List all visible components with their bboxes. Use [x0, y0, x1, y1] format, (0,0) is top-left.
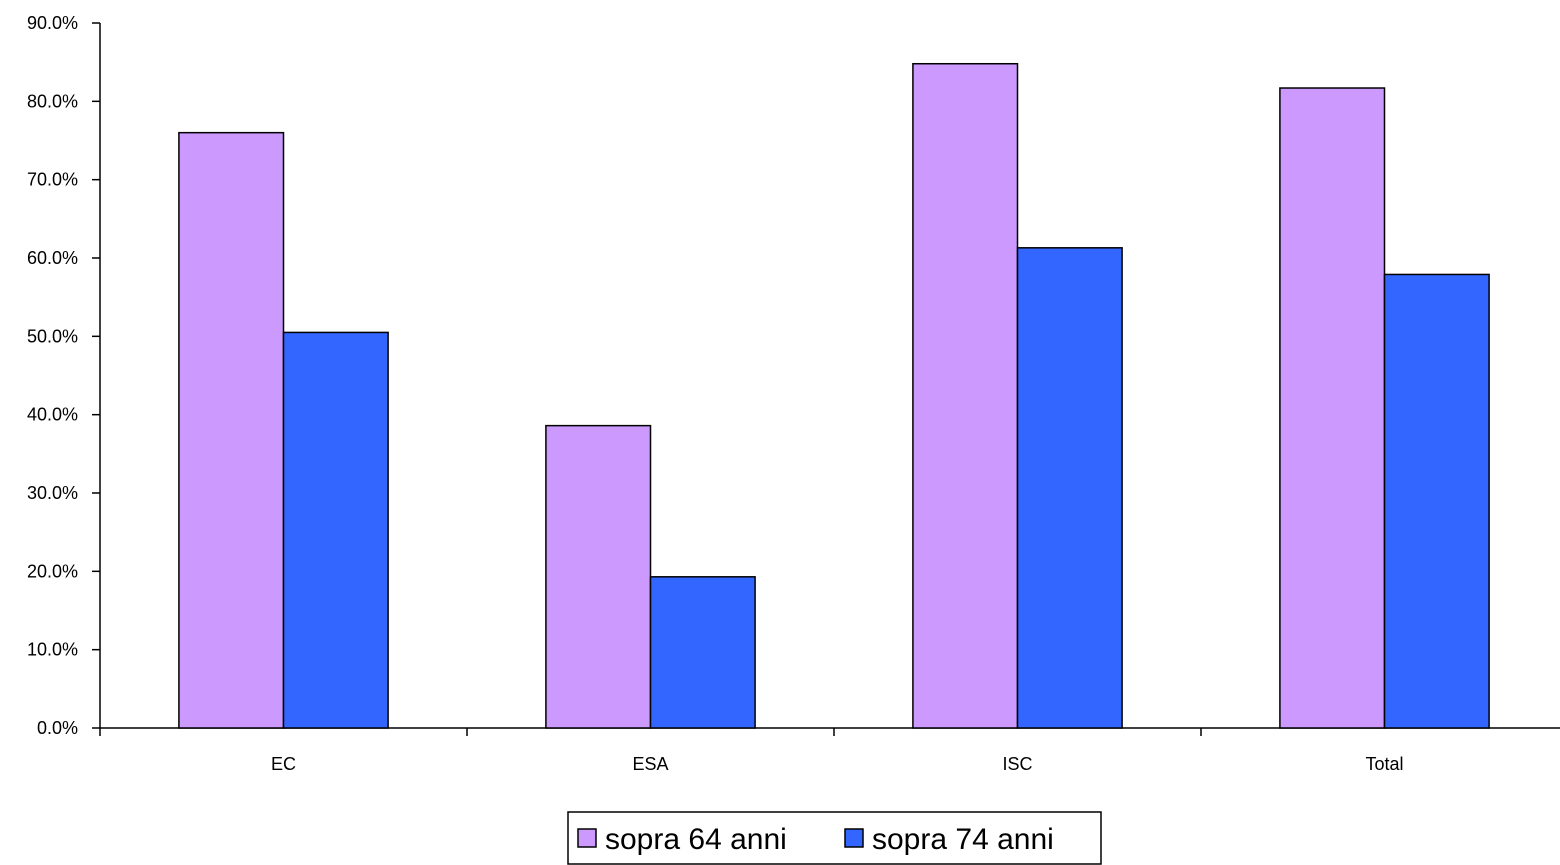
y-tick-label: 20.0%: [27, 561, 78, 581]
legend: sopra 64 anni sopra 74 anni: [567, 811, 1102, 865]
y-tick-label: 40.0%: [27, 405, 78, 425]
y-tick-label: 90.0%: [27, 13, 78, 33]
y-axis: 0.0% 10.0% 20.0% 30.0% 40.0% 50.0% 60.0% 70.0% 8…: [27, 13, 101, 738]
bar-esa-series-1: [545, 424, 652, 729]
y-tick-label: 70.0%: [27, 170, 78, 190]
legend-label-sopra-74: sopra 74 anni: [872, 823, 1054, 856]
bar-esa-series-2: [649, 576, 756, 729]
bars: [178, 62, 1490, 729]
x-tick-label: EC: [271, 754, 296, 774]
y-tick-label: 10.0%: [27, 640, 78, 660]
x-tick-label: Total: [1365, 754, 1403, 774]
y-tick-label: 0.0%: [37, 718, 78, 738]
y-tick-label: 60.0%: [27, 248, 78, 268]
legend-label-sopra-64: sopra 64 anni: [605, 823, 787, 856]
legend-swatch-sopra-64: [577, 828, 597, 848]
legend-box: [567, 811, 1102, 865]
bar-ec-series-2: [282, 331, 389, 729]
bar-isc-series-2: [1016, 247, 1123, 729]
x-tick-label: ISC: [1002, 754, 1032, 774]
bar-isc-series-1: [912, 62, 1019, 729]
y-tick-label: 80.0%: [27, 91, 78, 111]
y-tick-label: 50.0%: [27, 326, 78, 346]
bar-total-series-1: [1279, 87, 1386, 729]
legend-swatch-sopra-74: [844, 828, 864, 848]
x-tick-label: ESA: [632, 754, 668, 774]
y-tick-label: 30.0%: [27, 483, 78, 503]
bar-ec-series-1: [178, 131, 285, 729]
bar-total-series-2: [1383, 273, 1490, 729]
